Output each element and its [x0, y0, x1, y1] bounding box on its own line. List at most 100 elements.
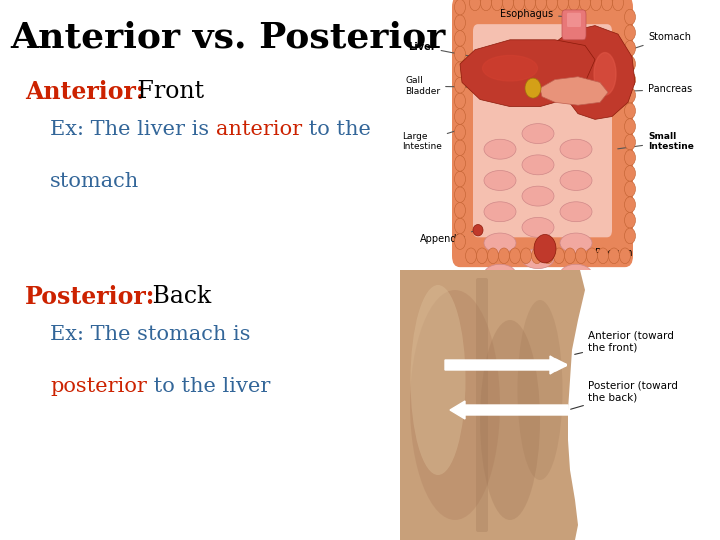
Circle shape — [624, 228, 636, 244]
Text: posterior: posterior — [50, 377, 147, 396]
Text: to the liver: to the liver — [147, 377, 270, 396]
Circle shape — [454, 156, 466, 171]
Ellipse shape — [518, 300, 562, 480]
Circle shape — [624, 166, 636, 181]
Ellipse shape — [522, 218, 554, 237]
Circle shape — [624, 150, 636, 166]
Text: Esophagus: Esophagus — [500, 9, 570, 19]
Circle shape — [454, 109, 466, 124]
Circle shape — [624, 197, 636, 212]
Circle shape — [542, 248, 554, 264]
Circle shape — [477, 248, 487, 264]
Circle shape — [624, 40, 636, 56]
Text: Anterior:: Anterior: — [25, 80, 145, 104]
Polygon shape — [555, 25, 635, 119]
Circle shape — [492, 0, 503, 11]
Circle shape — [624, 181, 636, 197]
Circle shape — [454, 77, 466, 93]
Circle shape — [590, 0, 601, 11]
FancyArrow shape — [445, 356, 565, 374]
Text: Posterior:: Posterior: — [25, 285, 156, 309]
Text: Pancreas: Pancreas — [603, 84, 692, 94]
Polygon shape — [460, 40, 595, 106]
Circle shape — [454, 202, 466, 218]
Ellipse shape — [560, 233, 592, 253]
Circle shape — [624, 103, 636, 119]
Ellipse shape — [560, 171, 592, 191]
Ellipse shape — [522, 249, 554, 268]
FancyBboxPatch shape — [473, 24, 612, 237]
Ellipse shape — [534, 234, 556, 263]
Ellipse shape — [522, 186, 554, 206]
Circle shape — [624, 212, 636, 228]
Text: Ex: The stomach is: Ex: The stomach is — [50, 325, 251, 344]
Circle shape — [619, 248, 631, 264]
Ellipse shape — [410, 285, 466, 475]
Text: Front: Front — [130, 80, 204, 103]
Circle shape — [564, 248, 575, 264]
Circle shape — [624, 25, 636, 40]
Circle shape — [557, 0, 569, 11]
Circle shape — [454, 171, 466, 187]
Text: Small
Intestine: Small Intestine — [618, 132, 694, 151]
Circle shape — [454, 187, 466, 202]
Ellipse shape — [484, 202, 516, 222]
Circle shape — [510, 248, 521, 264]
Circle shape — [531, 248, 542, 264]
Circle shape — [469, 0, 480, 11]
Circle shape — [454, 0, 466, 15]
Circle shape — [454, 93, 466, 109]
Text: Anterior vs. Posterior: Anterior vs. Posterior — [10, 20, 445, 54]
Ellipse shape — [410, 290, 500, 520]
Ellipse shape — [484, 264, 516, 284]
FancyBboxPatch shape — [562, 10, 586, 40]
Text: Stomach: Stomach — [633, 32, 691, 49]
Ellipse shape — [560, 295, 592, 315]
Ellipse shape — [522, 155, 554, 175]
Circle shape — [608, 248, 619, 264]
Text: Posterior (toward
the back): Posterior (toward the back) — [571, 380, 678, 409]
Text: to the: to the — [302, 120, 371, 139]
Circle shape — [580, 0, 590, 11]
Circle shape — [569, 0, 580, 11]
Circle shape — [624, 56, 636, 72]
Ellipse shape — [522, 280, 554, 300]
Ellipse shape — [560, 139, 592, 159]
Circle shape — [513, 0, 524, 11]
Circle shape — [624, 9, 636, 25]
Polygon shape — [400, 270, 585, 540]
Ellipse shape — [522, 124, 554, 144]
Circle shape — [521, 248, 531, 264]
Text: anterior: anterior — [216, 120, 302, 139]
Circle shape — [601, 0, 613, 11]
FancyBboxPatch shape — [476, 278, 488, 532]
Ellipse shape — [484, 233, 516, 253]
Text: Gall
Bladder: Gall Bladder — [405, 76, 525, 96]
Circle shape — [613, 0, 624, 11]
Text: stomach: stomach — [50, 172, 139, 191]
Text: Anterior (toward
the front): Anterior (toward the front) — [575, 330, 674, 354]
Circle shape — [454, 62, 466, 77]
Ellipse shape — [484, 171, 516, 191]
Ellipse shape — [594, 52, 616, 95]
Circle shape — [598, 248, 608, 264]
Ellipse shape — [484, 295, 516, 315]
Circle shape — [624, 119, 636, 134]
Text: Rectum: Rectum — [561, 245, 632, 258]
Circle shape — [624, 87, 636, 103]
Text: Ex: The liver is: Ex: The liver is — [50, 120, 216, 139]
Circle shape — [454, 31, 466, 46]
Circle shape — [575, 248, 587, 264]
Text: Appendix: Appendix — [420, 231, 475, 244]
Ellipse shape — [473, 225, 483, 236]
Circle shape — [503, 0, 513, 11]
Circle shape — [454, 140, 466, 156]
Circle shape — [454, 218, 466, 234]
Ellipse shape — [480, 320, 540, 520]
Ellipse shape — [484, 139, 516, 159]
Circle shape — [587, 248, 598, 264]
Circle shape — [624, 134, 636, 150]
Circle shape — [546, 0, 557, 11]
Bar — [585, 270, 720, 540]
Circle shape — [487, 248, 498, 264]
